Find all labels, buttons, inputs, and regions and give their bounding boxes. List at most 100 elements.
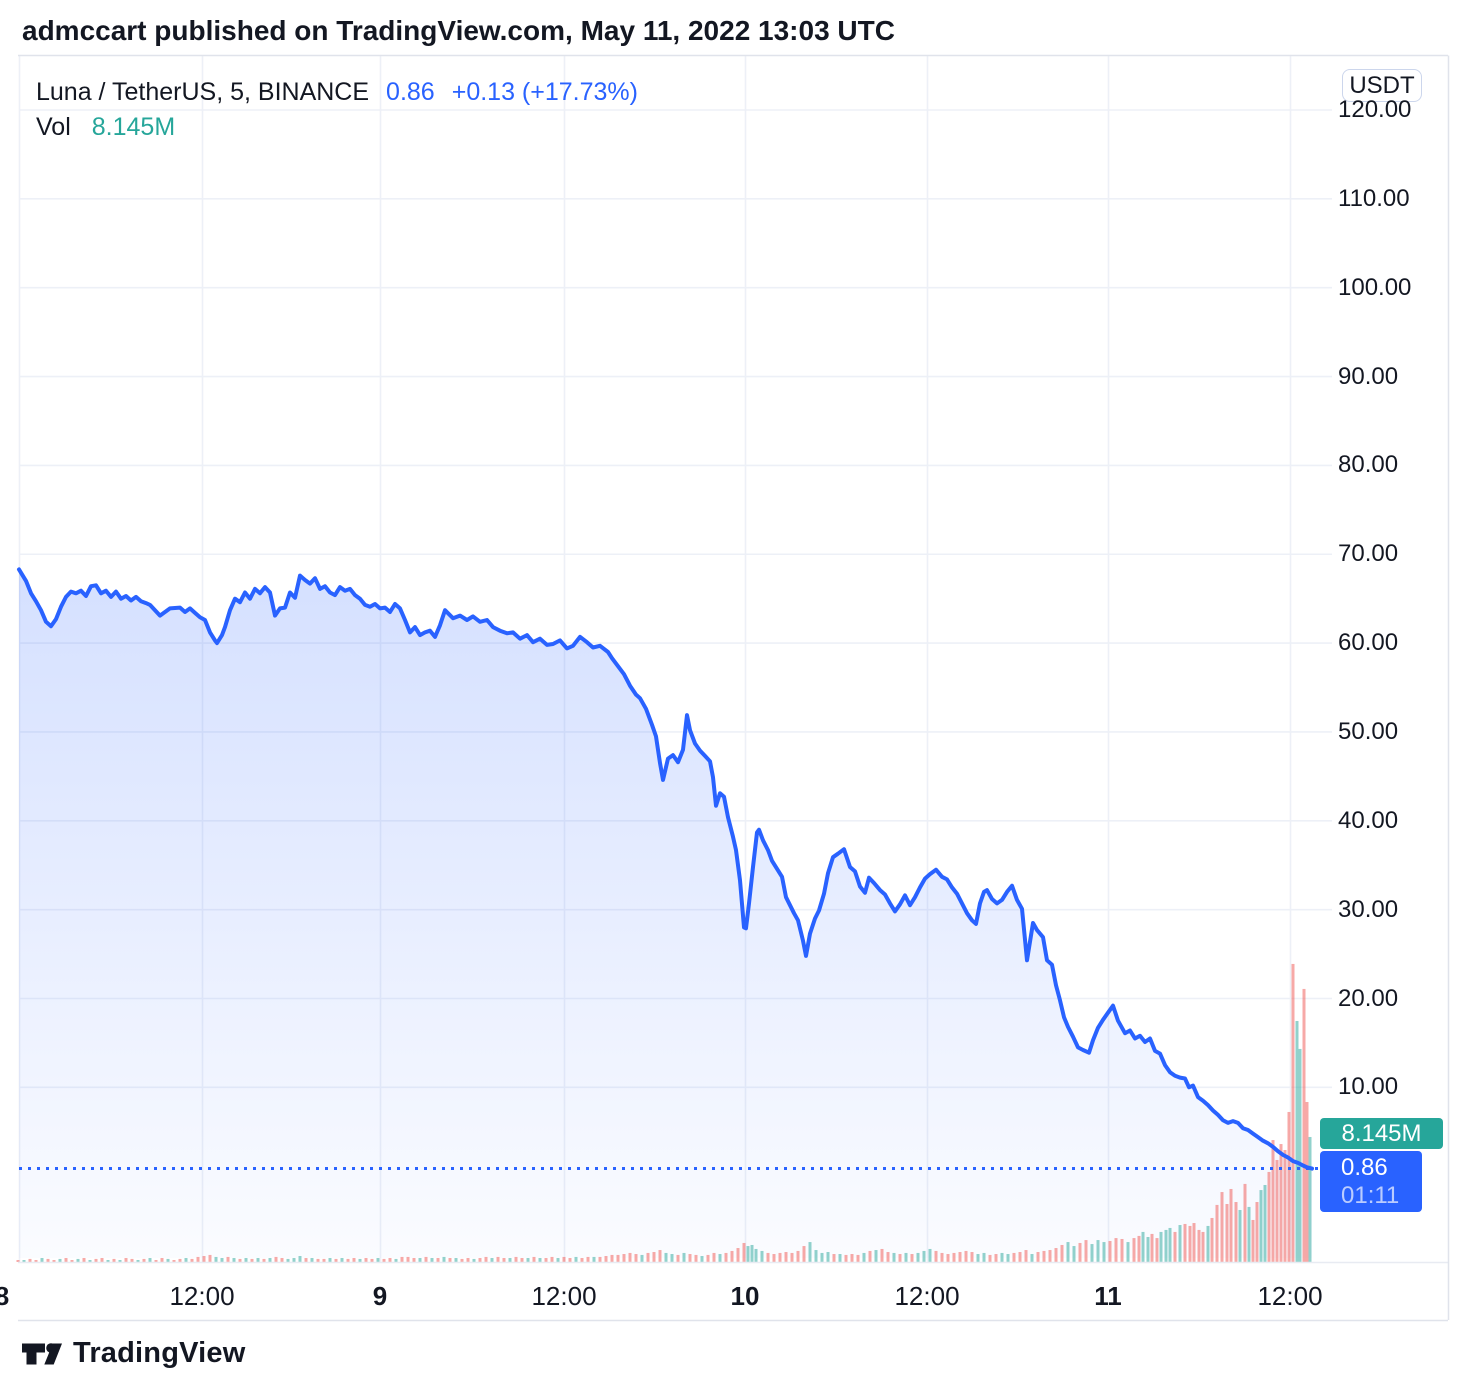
volume-bar-up — [862, 1252, 866, 1262]
volume-bar-down — [1243, 1183, 1247, 1262]
area-fill — [19, 569, 1312, 1258]
volume-bar-down — [652, 1252, 656, 1262]
volume-bar-down — [178, 1258, 182, 1262]
volume-bar-down — [274, 1256, 278, 1262]
volume-bar-down — [1251, 1219, 1255, 1262]
volume-bar-down — [322, 1258, 326, 1262]
volume-bar-up — [1072, 1246, 1076, 1262]
volume-bar-down — [706, 1254, 710, 1262]
volume-bar-down — [1036, 1252, 1040, 1262]
legend-symbol-row: Luna / TetherUS, 5, BINANCE 0.86 +0.13 (… — [36, 74, 638, 110]
volume-bar-down — [130, 1258, 134, 1262]
volume-bar-down — [1291, 963, 1295, 1262]
volume-bar-down — [850, 1254, 854, 1262]
volume-bar-down — [1271, 1140, 1275, 1262]
chart-legend: Luna / TetherUS, 5, BINANCE 0.86 +0.13 (… — [36, 74, 638, 144]
volume-bar-up — [826, 1252, 830, 1262]
volume-bar-up — [808, 1242, 812, 1262]
volume-bar-down — [364, 1258, 368, 1262]
volume-bar-down — [1201, 1231, 1205, 1262]
volume-bar-up — [1126, 1242, 1130, 1262]
volume-bar-up — [148, 1258, 152, 1262]
volume-bar-down — [160, 1258, 164, 1262]
volume-bar-up — [1298, 1048, 1302, 1262]
price-axis-label: 100.00 — [1338, 273, 1412, 301]
volume-bar-up — [820, 1252, 824, 1262]
volume-bar-up — [310, 1258, 314, 1262]
volume-bar-down — [712, 1252, 716, 1262]
volume-bar-down — [334, 1258, 338, 1262]
volume-bar-down — [1054, 1248, 1058, 1262]
volume-bar-down — [226, 1256, 230, 1262]
volume-bar-up — [700, 1256, 704, 1262]
volume-bar-down — [82, 1258, 86, 1262]
price-axis-label: 40.00 — [1338, 806, 1399, 834]
volume-bar-up — [490, 1258, 494, 1262]
volume-bar-up — [214, 1256, 218, 1262]
currency-button[interactable]: USDT — [1342, 69, 1422, 102]
price-badge-value: 0.86 — [1341, 1153, 1388, 1181]
volume-bar-up — [922, 1250, 926, 1262]
volume-bar-up — [220, 1258, 224, 1262]
volume-bar-down — [520, 1258, 524, 1262]
volume-bar-down — [172, 1260, 176, 1262]
volume-bar-up — [754, 1248, 758, 1262]
volume-bar-down — [424, 1256, 428, 1262]
volume-bar-up — [1263, 1184, 1267, 1262]
price-scale[interactable]: 120.00 110.00 100.00 90.00 80.00 70.00 60.00 50… — [1332, 56, 1448, 1262]
volume-bar-down — [94, 1258, 98, 1262]
volume-bar-down — [406, 1256, 410, 1262]
tradingview-logo-text: TradingView — [73, 1337, 246, 1369]
volume-bar-down — [1150, 1233, 1154, 1262]
volume-bar-down — [1012, 1252, 1016, 1262]
volume-bar-up — [814, 1250, 818, 1262]
volume-bar-up — [640, 1254, 644, 1262]
volume-bar-down — [382, 1258, 386, 1262]
volume-bar-down — [994, 1254, 998, 1262]
volume-bar-down — [1234, 1202, 1238, 1262]
volume-bar-down — [346, 1258, 350, 1262]
volume-value: 8.145M — [91, 112, 176, 141]
volume-bar-down — [202, 1256, 206, 1262]
volume-bar-up — [328, 1258, 332, 1262]
volume-bar-down — [1114, 1238, 1118, 1262]
volume-bar-up — [556, 1258, 560, 1262]
volume-bar-down — [250, 1258, 254, 1262]
volume-bar-up — [1238, 1209, 1242, 1262]
volume-bar-up — [874, 1250, 878, 1262]
volume-bar-down — [778, 1252, 782, 1262]
volume-bar-down — [742, 1242, 746, 1262]
volume-bar-down — [688, 1254, 692, 1262]
volume-bar-down — [502, 1258, 506, 1262]
volume-bar-down — [832, 1254, 836, 1262]
volume-bar-down — [208, 1254, 212, 1262]
volume-bar-down — [1220, 1192, 1224, 1262]
volume-bar-down — [1155, 1238, 1159, 1262]
volume-bar-down — [550, 1256, 554, 1262]
volume-bar-down — [1283, 1150, 1287, 1262]
volume-bar-down — [844, 1254, 848, 1262]
volume-bar-down — [772, 1254, 776, 1262]
symbol-title[interactable]: Luna / TetherUS, 5, BINANCE — [36, 77, 370, 106]
volume-bar-up — [682, 1252, 686, 1262]
volume-bar-down — [658, 1250, 662, 1262]
volume-bar-down — [580, 1258, 584, 1262]
time-scale[interactable]: 8 12:00 9 12:00 10 12:00 11 12:00 — [0, 1263, 1448, 1320]
volume-bar-down — [676, 1254, 680, 1262]
volume-bar-up — [166, 1258, 170, 1262]
volume-bar-down — [952, 1252, 956, 1262]
volume-bar-down — [1287, 1111, 1291, 1262]
volume-bar-down — [46, 1258, 50, 1262]
volume-bar-down — [880, 1248, 884, 1262]
volume-bar-down — [1108, 1240, 1112, 1262]
volume-bar-up — [442, 1256, 446, 1262]
volume-bar-down — [496, 1256, 500, 1262]
volume-bar-down — [604, 1256, 608, 1262]
tradingview-logo[interactable]: TradingView — [22, 1337, 246, 1370]
volume-bar-up — [892, 1252, 896, 1262]
volume-bar-up — [750, 1244, 754, 1262]
tradingview-logo-icon — [22, 1342, 62, 1364]
volume-bar-down — [1137, 1235, 1141, 1262]
time-axis-label: 9 — [372, 1281, 388, 1311]
